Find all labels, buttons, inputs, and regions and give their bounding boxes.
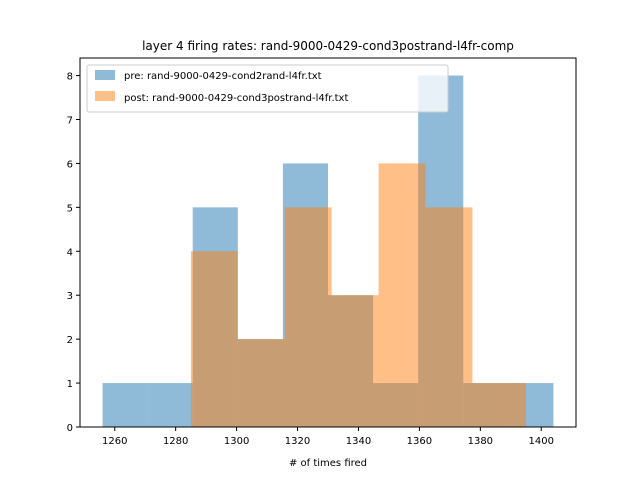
x-tick-label: 1260	[102, 436, 127, 447]
x-tick-label: 1280	[163, 436, 188, 447]
bar-series1-bin6	[472, 383, 520, 427]
bar-series1-bin1	[237, 339, 285, 427]
bar-series0-bin1	[147, 383, 193, 427]
legend-swatch-post	[95, 91, 115, 101]
bar-series1-bin5	[425, 207, 473, 427]
x-ticks-group: 1260 1280 1300 1320 1340 1360 1380 1400	[102, 427, 554, 447]
y-tick-label: 8	[67, 72, 73, 83]
bar-series1-bin7	[519, 383, 527, 427]
y-tick-label: 0	[67, 423, 73, 434]
bar-series1-bin0	[190, 251, 238, 427]
legend-label-post: post: rand-9000-0429-cond3postrand-l4fr.…	[124, 93, 348, 104]
x-tick-label: 1340	[346, 436, 371, 447]
legend-swatch-pre	[95, 70, 115, 80]
bars-group	[102, 75, 554, 428]
axes-frame	[79, 57, 577, 428]
bar-series1-bin2	[284, 207, 332, 427]
x-axis-label: # of times fired	[289, 458, 367, 469]
y-tick-label: 5	[67, 203, 73, 214]
x-tick-label: 1300	[224, 436, 249, 447]
legend-label-pre: pre: rand-9000-0429-cond2rand-l4fr.txt	[124, 71, 322, 82]
x-tick-label: 1400	[529, 436, 554, 447]
bar-series0-bin0	[102, 383, 148, 427]
y-tick-label: 4	[67, 247, 73, 258]
x-tick-label: 1320	[285, 436, 310, 447]
bar-series1-bin4	[378, 163, 426, 427]
y-tick-label: 3	[67, 291, 73, 302]
x-tick-label: 1380	[468, 436, 493, 447]
y-ticks-group: 0 1 2 3 4 5 6 7 8	[67, 72, 80, 434]
legend: pre: rand-9000-0429-cond2rand-l4fr.txt p…	[86, 64, 449, 113]
bar-series1-bin3	[331, 295, 379, 427]
x-tick-label: 1360	[407, 436, 432, 447]
y-tick-label: 2	[67, 335, 73, 346]
y-tick-label: 6	[67, 159, 73, 170]
y-tick-label: 1	[67, 379, 73, 390]
legend-frame	[86, 64, 449, 113]
chart-title: layer 4 firing rates: rand-9000-0429-con…	[142, 39, 514, 53]
y-tick-label: 7	[67, 116, 73, 127]
